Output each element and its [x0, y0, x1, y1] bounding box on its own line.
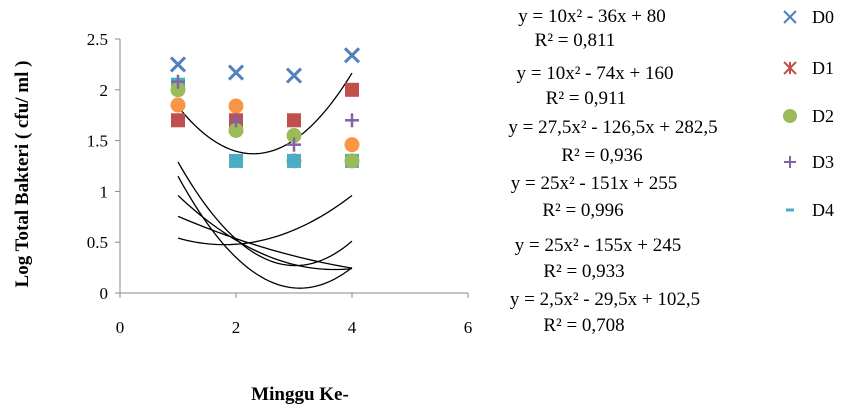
- y-tick-label: 2.5: [87, 30, 108, 49]
- legend-label-D3: D3: [812, 152, 834, 172]
- point-D3-1: [171, 74, 185, 89]
- trendline-6: [177, 215, 353, 269]
- trendlines: [177, 72, 353, 289]
- r-squared-1: R² = 0,811: [535, 30, 616, 51]
- legend: D0 D1 D2 D3 D4: [783, 7, 834, 220]
- point-D4-2: [229, 153, 243, 168]
- trendline-equation-5: y = 25x² - 155x + 245: [515, 235, 681, 256]
- r-squared-4: R² = 0,996: [542, 200, 623, 221]
- r-squared-5: R² = 0,933: [543, 261, 624, 282]
- point-series6-2: [228, 98, 244, 114]
- point-D1-4: [345, 82, 359, 97]
- x-tick-label: 0: [116, 318, 125, 337]
- r-squared-6: R² = 0,708: [543, 315, 624, 336]
- y-axis-title: Log Total Bakteri ( cfu/ ml ): [12, 61, 33, 288]
- trendline-equation-1: y = 10x² - 36x + 80: [518, 6, 665, 27]
- x-tick-label: 4: [348, 318, 357, 337]
- r-squared-2: R² = 0,911: [546, 88, 627, 109]
- legend-marker-D2: [783, 109, 797, 123]
- y-tick-label: 1: [100, 182, 109, 201]
- trendline-equations: y = 10x² - 36x + 80 R² = 0,811 y = 10x² - …: [508, 6, 717, 336]
- data-points: [169, 47, 361, 169]
- point-series6-4: [344, 137, 360, 153]
- point-D3-3: [287, 137, 301, 152]
- plot-axes: [119, 39, 468, 294]
- point-D0-4: [343, 47, 361, 64]
- legend-marker-D3: [784, 156, 796, 168]
- point-D3-2: [229, 113, 243, 128]
- legend-label-D1: D1: [812, 58, 834, 78]
- point-series6-1: [170, 97, 186, 113]
- point-D0-1: [169, 56, 187, 73]
- trendline-3: [177, 72, 353, 155]
- point-D3-4: [345, 113, 359, 128]
- point-D4-3: [287, 153, 301, 168]
- point-D2-1: [170, 82, 186, 98]
- point-D2-3: [286, 128, 302, 144]
- trendline-5: [177, 175, 353, 289]
- trendline-2: [177, 194, 353, 271]
- legend-label-D0: D0: [812, 7, 834, 27]
- legend-label-D2: D2: [812, 106, 834, 126]
- y-tick-labels: 0 0.5 1 1.5 2 2.5: [87, 30, 120, 303]
- r-squared-3: R² = 0,936: [561, 145, 642, 166]
- point-D1-3: [287, 113, 301, 128]
- point-D1-1: [171, 113, 185, 128]
- point-D2-4: [344, 153, 360, 169]
- y-tick-label: 1.5: [87, 132, 108, 151]
- y-tick-label: 2: [100, 81, 109, 100]
- trendline-equation-2: y = 10x² - 74x + 160: [517, 63, 674, 84]
- point-D0-3: [285, 67, 303, 84]
- point-D2-2: [228, 122, 244, 138]
- trendline-1: [177, 194, 353, 246]
- trendline-equation-3: y = 27,5x² - 126,5x + 282,5: [508, 117, 717, 138]
- x-tick-label: 2: [232, 318, 241, 337]
- legend-marker-D0: [783, 10, 797, 24]
- trendline-4: [177, 161, 353, 267]
- x-tick-label: 6: [464, 318, 473, 337]
- y-tick-label: 0.5: [87, 233, 108, 252]
- x-axis-title: Minggu Ke-: [251, 384, 349, 405]
- legend-label-D4: D4: [812, 200, 834, 220]
- x-tick-labels: 0 2 4 6: [116, 293, 473, 337]
- legend-marker-D1: [783, 61, 797, 75]
- point-D0-2: [227, 64, 245, 81]
- trendline-equation-6: y = 2,5x² - 29,5x + 102,5: [510, 289, 700, 310]
- y-tick-label: 0: [100, 284, 109, 303]
- trendline-equation-4: y = 25x² - 151x + 255: [511, 173, 677, 194]
- legend-marker-D4: [786, 208, 794, 212]
